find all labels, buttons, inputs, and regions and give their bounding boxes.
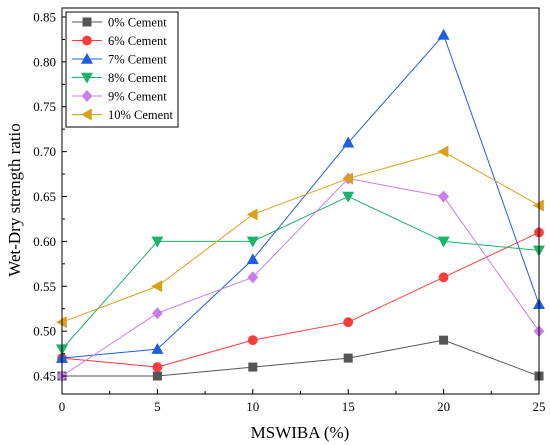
data-point <box>342 172 354 185</box>
data-point <box>151 280 163 293</box>
data-point <box>152 362 163 372</box>
x-tick-label: 25 <box>533 399 546 414</box>
legend-entry: 7% Cement <box>72 53 167 67</box>
legend-marker <box>81 90 93 102</box>
data-point <box>343 317 354 328</box>
series-line <box>61 33 540 359</box>
x-tick-label: 15 <box>342 399 355 414</box>
series-2 <box>55 28 546 363</box>
y-axis-title: Wet-Dry strength ratio <box>5 123 24 276</box>
data-point <box>151 342 164 354</box>
axes: 0 5 10 15 20 25 0.45 0.50 0.55 0.60 0.65 0.70 0.75 0.… <box>33 7 546 414</box>
y-tick-label: 0.45 <box>33 369 56 384</box>
data-point <box>438 272 449 283</box>
series-line <box>62 339 540 377</box>
y-tick-label: 0.80 <box>33 54 56 69</box>
legend-entry: 0% Cement <box>72 16 167 30</box>
y-tick-label: 0.65 <box>33 189 56 204</box>
legend-label: 9% Cement <box>108 90 167 104</box>
data-point <box>438 190 450 203</box>
legend-marker <box>82 35 92 46</box>
data-point <box>437 236 450 248</box>
y-tick-label: 0.70 <box>33 144 56 159</box>
data-point <box>151 307 163 320</box>
data-point <box>439 335 449 345</box>
data-point <box>152 371 162 381</box>
series-3 <box>55 191 546 356</box>
y-tick-label: 0.60 <box>33 234 56 249</box>
series-line <box>61 178 540 377</box>
series-line <box>61 231 540 368</box>
data-point <box>247 271 259 284</box>
x-tick-label: 10 <box>246 399 259 414</box>
legend: 0% Cement 6% Cement 7% Cement 8% Cement 9% C… <box>65 11 179 128</box>
data-point <box>343 353 353 363</box>
legend-label: 7% Cement <box>108 53 167 67</box>
legend-label: 8% Cement <box>108 71 167 85</box>
legend-box <box>65 11 179 128</box>
y-tick-label: 0.75 <box>33 99 56 114</box>
x-tick-label: 20 <box>437 399 450 414</box>
data-point <box>437 145 449 158</box>
series-line <box>61 195 540 350</box>
legend-label: 0% Cement <box>108 16 167 30</box>
x-axis-title: MSWIBA (%) <box>251 423 350 442</box>
legend-entry: 8% Cement <box>72 71 167 85</box>
data-point <box>342 191 355 203</box>
data-point <box>247 335 258 346</box>
data-point <box>151 236 164 248</box>
data-point <box>246 253 259 265</box>
legend-label: 6% Cement <box>108 34 167 48</box>
series-line <box>61 151 540 323</box>
legend-marker <box>80 108 92 121</box>
x-tick-label: 0 <box>59 399 66 414</box>
data-point <box>437 28 450 40</box>
y-tick-label: 0.50 <box>33 324 56 339</box>
y-tick-label: 0.55 <box>33 279 56 294</box>
legend-entry: 9% Cement <box>72 90 167 104</box>
data-point <box>246 208 258 221</box>
legend-marker <box>82 17 92 27</box>
legend-marker <box>80 52 94 64</box>
legend-label: 10% Cement <box>108 108 173 122</box>
legend-entry: 10% Cement <box>72 108 173 122</box>
data-point <box>248 362 258 372</box>
series-5 <box>55 145 544 329</box>
data-point <box>246 236 259 248</box>
data-point <box>342 136 355 148</box>
legend-marker <box>80 72 94 84</box>
x-tick-label: 5 <box>154 399 161 414</box>
legend-entry: 6% Cement <box>72 34 167 48</box>
y-tick-label: 0.85 <box>33 9 56 24</box>
